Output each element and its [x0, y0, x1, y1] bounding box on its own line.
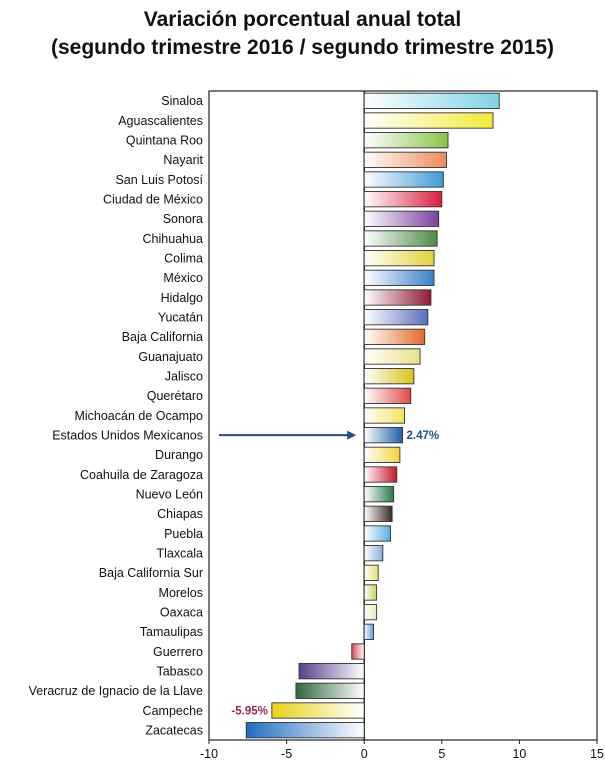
x-tick-label: 10 [512, 747, 526, 761]
x-tick-label: 5 [438, 747, 445, 761]
bar-baja-california [363, 328, 426, 345]
category-label: Guerrero [153, 645, 203, 659]
category-label: Tamaulipas [140, 625, 203, 639]
bar-chiapas [363, 505, 393, 522]
bar-guerrero [351, 643, 365, 660]
bar-tlaxcala [363, 545, 384, 562]
bar-san-luis-potosí [363, 171, 444, 188]
bar-veracruz-de-ignacio-de-la-llave [295, 682, 365, 699]
category-label: Baja California Sur [99, 566, 203, 580]
bar-ciudad-de-méxico [363, 191, 443, 208]
bar-méxico [363, 269, 435, 286]
bar-nayarit [363, 151, 447, 168]
category-label: Chiapas [157, 507, 203, 521]
category-label: Michoacán de Ocampo [74, 409, 203, 423]
chart-title: Variación porcentual anual total (segund… [0, 6, 605, 62]
bar-nuevo-león [363, 486, 395, 503]
bar-jalisco [363, 368, 415, 385]
bar-puebla [363, 525, 392, 542]
category-label: Chihuahua [143, 232, 204, 246]
value-label: 2.47% [407, 430, 440, 442]
category-label: Yucatán [158, 310, 203, 324]
chart-title-line-1: Variación porcentual anual total [143, 8, 462, 31]
category-label: Tlaxcala [156, 546, 203, 560]
category-label: Hidalgo [161, 291, 203, 305]
bar-quintana-roo [363, 132, 449, 149]
bar-zacatecas [245, 722, 365, 739]
category-label: Baja California [122, 330, 203, 344]
plot-area: Sinaloa Aguascalientes Quintana Roo Nayarit… [29, 90, 604, 761]
x-tick-label: -5 [281, 747, 292, 761]
chart-title-line-2: (segundo trimestre 2016 / segundo trimes… [50, 36, 554, 59]
bar-chihuahua [363, 230, 438, 247]
category-label: Nayarit [163, 153, 203, 167]
bar-durango [363, 446, 401, 463]
category-label: Campeche [143, 704, 203, 718]
category-label: Querétaro [147, 389, 203, 403]
bar-sonora [363, 210, 440, 227]
category-label: Puebla [164, 527, 203, 541]
bar-tabasco [298, 663, 365, 680]
category-label: San Luis Potosí [115, 173, 203, 187]
category-label: Zacatecas [145, 723, 203, 737]
category-label: Jalisco [165, 369, 203, 383]
category-label: Durango [155, 448, 203, 462]
bar-michoacán-de-ocampo [363, 407, 406, 424]
category-label: Estados Unidos Mexicanos [52, 428, 203, 442]
x-tick-label: 15 [590, 747, 604, 761]
category-label: Oaxaca [160, 605, 203, 619]
category-label: Ciudad de México [103, 192, 203, 206]
category-label: Veracruz de Ignacio de la Llave [29, 684, 203, 698]
value-label: -5.95% [231, 706, 267, 718]
bar-hidalgo [363, 289, 432, 306]
bar-baja-california-sur [363, 564, 379, 581]
category-label: Aguascalientes [118, 114, 203, 128]
category-label: Sonora [163, 212, 203, 226]
bar-coahuila-de-zaragoza [363, 466, 398, 483]
bar-yucatán [363, 309, 429, 326]
category-label: Tabasco [156, 664, 203, 678]
category-label: Sinaloa [161, 94, 203, 108]
category-label: Nuevo León [136, 487, 203, 501]
bar-colima [363, 250, 435, 267]
bar-sinaloa [363, 92, 500, 109]
bar-morelos [363, 584, 378, 601]
bar-aguascalientes [363, 112, 494, 129]
bar-campeche [271, 702, 365, 719]
bar-guanajuato [363, 348, 421, 365]
plot-frame [208, 90, 598, 741]
category-label: Guanajuato [138, 350, 203, 364]
x-tick-label: 0 [361, 747, 368, 761]
bar-querétaro [363, 387, 412, 404]
bar-oaxaca [363, 604, 378, 621]
category-label: Coahuila de Zaragoza [80, 468, 203, 482]
category-label: Quintana Roo [126, 133, 203, 147]
bar-tamaulipas [363, 623, 374, 640]
x-tick-label: -10 [200, 747, 218, 761]
category-label: Colima [164, 251, 203, 265]
category-label: México [163, 271, 203, 285]
bar-estados-unidos-mexicanos [363, 427, 403, 444]
highlight-arrow-head [347, 430, 357, 440]
category-label: Morelos [159, 586, 203, 600]
